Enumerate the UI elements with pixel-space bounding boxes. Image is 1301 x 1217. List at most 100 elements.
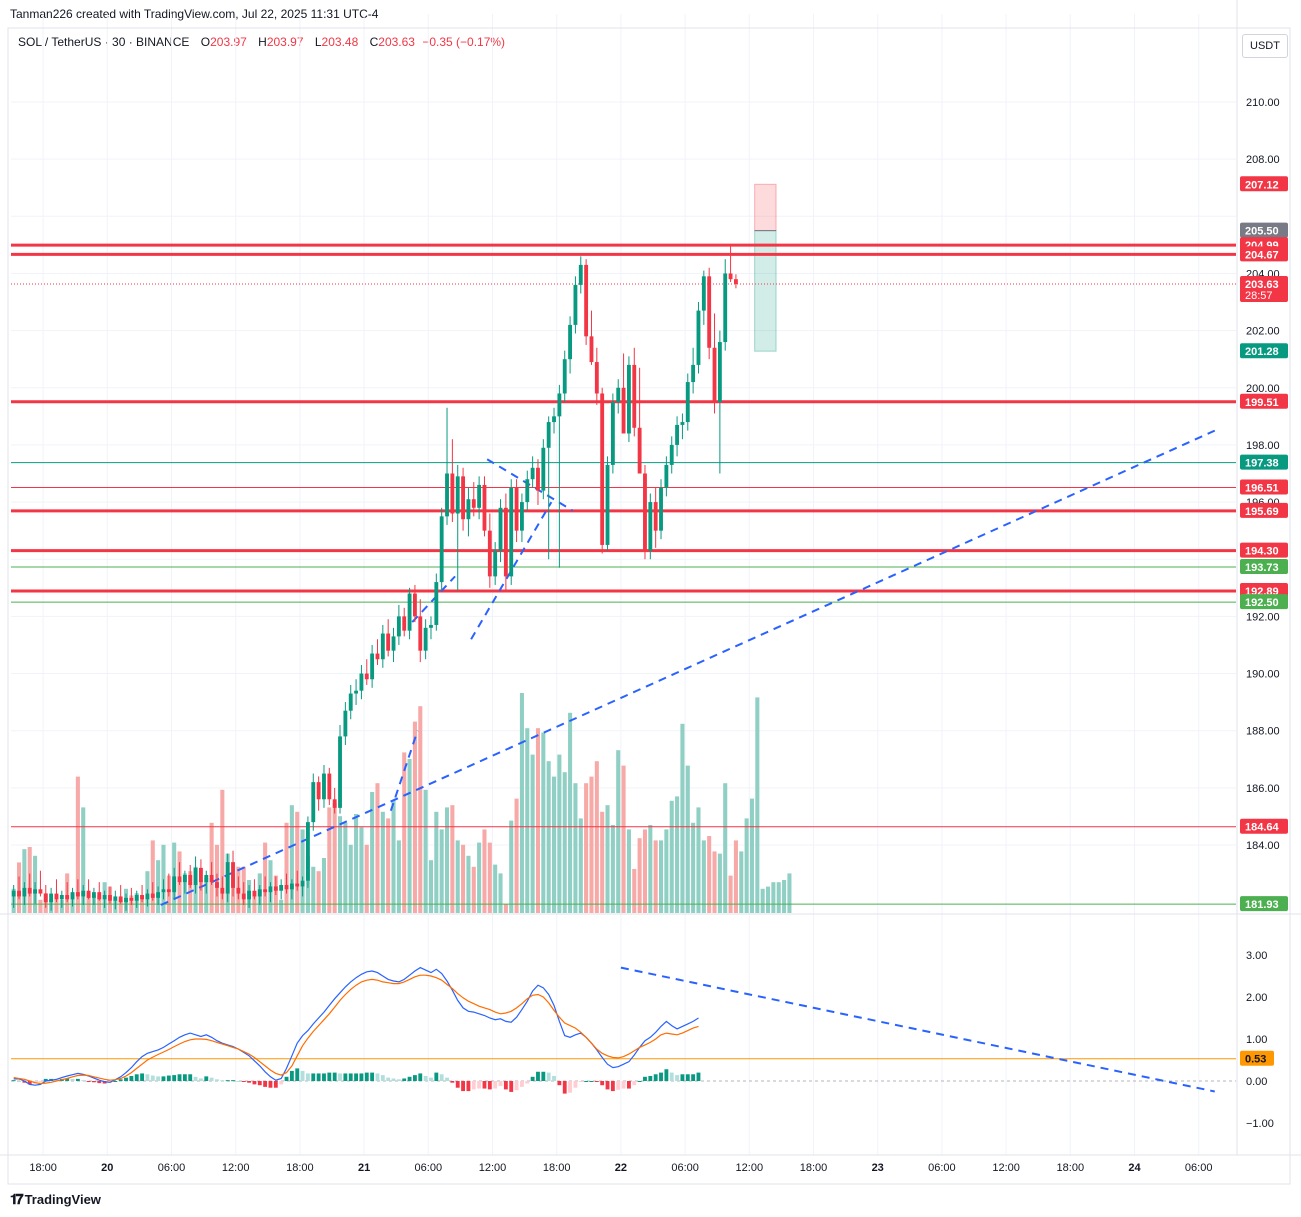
volume-bar (204, 877, 209, 913)
volume-bar (118, 899, 123, 913)
candle-body (605, 464, 610, 545)
histogram-bar (332, 1072, 337, 1081)
candle-body (568, 324, 573, 360)
volume-bar (327, 807, 332, 913)
price-axis-tick: 186.00 (1246, 783, 1280, 795)
volume-bar (760, 888, 765, 913)
price-label-text: 184.64 (1245, 822, 1280, 834)
candle-body (573, 284, 578, 325)
candle-body (161, 889, 166, 893)
candle-body (429, 624, 433, 628)
histogram-bar (166, 1075, 171, 1081)
candle-body (54, 893, 59, 900)
volume-bar (75, 776, 80, 913)
volume-bar (220, 789, 225, 913)
candle-body (91, 892, 96, 898)
candle-body (380, 633, 385, 660)
histogram-bar (626, 1081, 631, 1089)
candle-body (43, 893, 48, 903)
candle-body (102, 895, 107, 900)
histogram-bar (182, 1074, 187, 1081)
candle-body (471, 499, 476, 508)
histogram-bar (113, 1081, 118, 1082)
histogram-bar (161, 1076, 166, 1081)
candle-body (616, 387, 621, 403)
candle-body (637, 427, 642, 474)
candle-body (386, 633, 391, 651)
histogram-bar (375, 1073, 380, 1081)
time-axis-tick: 18:00 (29, 1162, 57, 1174)
price-axis-tick: 188.00 (1246, 726, 1280, 738)
candle-body (108, 895, 112, 901)
trendline (411, 575, 456, 623)
candle-body (659, 487, 663, 531)
volume-bar (354, 814, 359, 913)
low-label: L (314, 35, 322, 49)
histogram-bar (91, 1081, 96, 1083)
candle-body (231, 862, 235, 888)
symbol-name[interactable]: SOL / TetherUS · 30 · BINANCE (18, 35, 190, 49)
volume-bar (359, 827, 364, 913)
time-axis-tick: 06:00 (1185, 1162, 1213, 1174)
volume-bar (284, 822, 289, 913)
candle-body (118, 896, 123, 903)
price-label-text: 197.38 (1245, 458, 1279, 470)
histogram-bar (584, 1081, 589, 1082)
histogram-bar (65, 1078, 70, 1081)
histogram-bar (295, 1068, 300, 1081)
candle-body (279, 885, 284, 891)
volume-bar (279, 899, 284, 913)
histogram-bar (220, 1080, 225, 1082)
candle-body (552, 416, 556, 423)
volume-bar (477, 842, 482, 913)
tradingview-brand[interactable]: 𝟏𝟕 TradingView (10, 1191, 101, 1208)
volume-bar (728, 875, 733, 913)
chart-frame (7, 27, 1291, 1185)
volume-bar (626, 829, 631, 913)
histogram-bar (322, 1073, 326, 1081)
indicator-level-badge (1240, 1050, 1274, 1066)
candle-body (557, 393, 562, 417)
candle-body (124, 897, 128, 903)
histogram-bar (343, 1073, 348, 1081)
histogram-bar (97, 1081, 102, 1084)
volume-bar (418, 706, 423, 913)
time-axis-tick: 12:00 (222, 1162, 250, 1174)
histogram-bar (578, 1081, 583, 1082)
histogram-bar (198, 1078, 203, 1081)
price-label-badge (1240, 246, 1288, 262)
candle-body (396, 616, 401, 637)
histogram-bar (209, 1077, 214, 1081)
candle-body (145, 893, 150, 900)
histogram-bar (675, 1075, 680, 1081)
histogram-bar (632, 1081, 637, 1086)
currency-button[interactable]: USDT (1242, 34, 1288, 58)
histogram-bar (204, 1076, 209, 1081)
candle-body (653, 502, 658, 531)
volume-bar (562, 772, 567, 913)
volume-bar (386, 818, 391, 913)
trendline (486, 458, 574, 512)
price-axis-tick: 208.00 (1246, 154, 1280, 166)
volume-bar (616, 750, 621, 913)
volume-bar (444, 807, 450, 913)
candle-body (311, 782, 316, 823)
volume-bar (375, 783, 380, 913)
histogram-bar (215, 1079, 219, 1081)
price-label-badge (1240, 542, 1288, 558)
price-label-badge (1240, 276, 1288, 303)
candle-body (626, 364, 631, 434)
volume-bar (589, 776, 594, 913)
volume-bar (632, 869, 637, 913)
histogram-bar (263, 1081, 268, 1087)
histogram-bar (279, 1081, 284, 1085)
candle-body (225, 862, 230, 894)
candle-body (316, 782, 321, 800)
volume-bar (509, 820, 514, 913)
candle-body (707, 276, 712, 348)
volume-bar (402, 752, 407, 913)
time-axis-tick: 20 (101, 1162, 113, 1174)
histogram-bar (610, 1081, 615, 1092)
time-axis-tick: 18:00 (286, 1162, 314, 1174)
